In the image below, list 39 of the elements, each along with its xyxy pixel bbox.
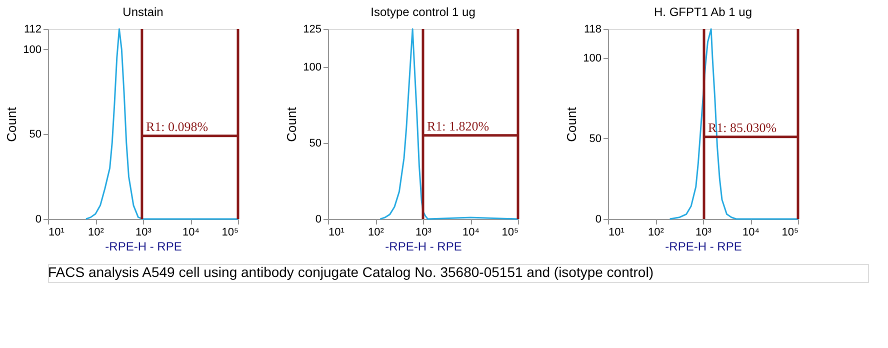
y-tick-label: 0 [315, 214, 322, 226]
y-axis-title: Count [4, 106, 20, 142]
x-tick-label: 10³ [136, 226, 152, 238]
y-tick-label: 118 [584, 24, 602, 36]
x-tick-label: 10⁵ [502, 226, 518, 238]
annotation: R1: 0.098% [146, 118, 208, 134]
chart-title: Unstain [122, 5, 164, 19]
y-tick-label: 112 [24, 24, 42, 36]
y-tick-label: 0 [35, 214, 42, 226]
x-tick-label: 10⁴ [462, 226, 480, 238]
y-axis-title: Count [564, 106, 580, 142]
x-axis-title: -RPE-H - RPE [105, 240, 182, 254]
x-tick-label: 10² [368, 226, 384, 238]
x-axis-title: -RPE-H - RPE [385, 240, 462, 254]
chart-title: Isotype control 1 ug [370, 5, 476, 19]
y-tick-label: 100 [583, 52, 602, 64]
x-tick-label: 10⁵ [782, 226, 798, 238]
y-tick-label: 50 [29, 128, 42, 141]
y-tick-label: 100 [23, 44, 42, 56]
y-tick-label: 125 [303, 24, 322, 36]
x-tick-label: 10¹ [328, 226, 345, 238]
x-tick-label: 10¹ [48, 226, 65, 238]
chart-title: H. GFPT1 Ab 1 ug [654, 5, 752, 19]
x-tick-label: 10⁵ [222, 226, 238, 238]
x-axis-title: -RPE-H - RPE [665, 240, 742, 254]
x-tick-label: 10² [88, 226, 104, 238]
x-tick-label: 10¹ [608, 226, 625, 238]
text: FACS analysis A549 cell using antibody conjugate Catalog No. 35680-05151 and (isotype control) [48, 264, 654, 280]
x-tick-label: 10⁴ [182, 226, 200, 238]
y-tick-label: 50 [589, 132, 602, 145]
y-axis-title: Count [284, 106, 300, 142]
x-tick-label: 10³ [416, 226, 432, 238]
x-tick-label: 10² [648, 226, 664, 238]
y-tick-label: 50 [309, 138, 322, 150]
y-tick-label: 100 [303, 62, 322, 74]
x-tick-label: 10³ [696, 226, 712, 238]
x-tick-label: 10⁴ [742, 226, 760, 238]
annotation: R1: 1.820% [427, 118, 490, 134]
y-tick-label: 0 [595, 214, 602, 226]
